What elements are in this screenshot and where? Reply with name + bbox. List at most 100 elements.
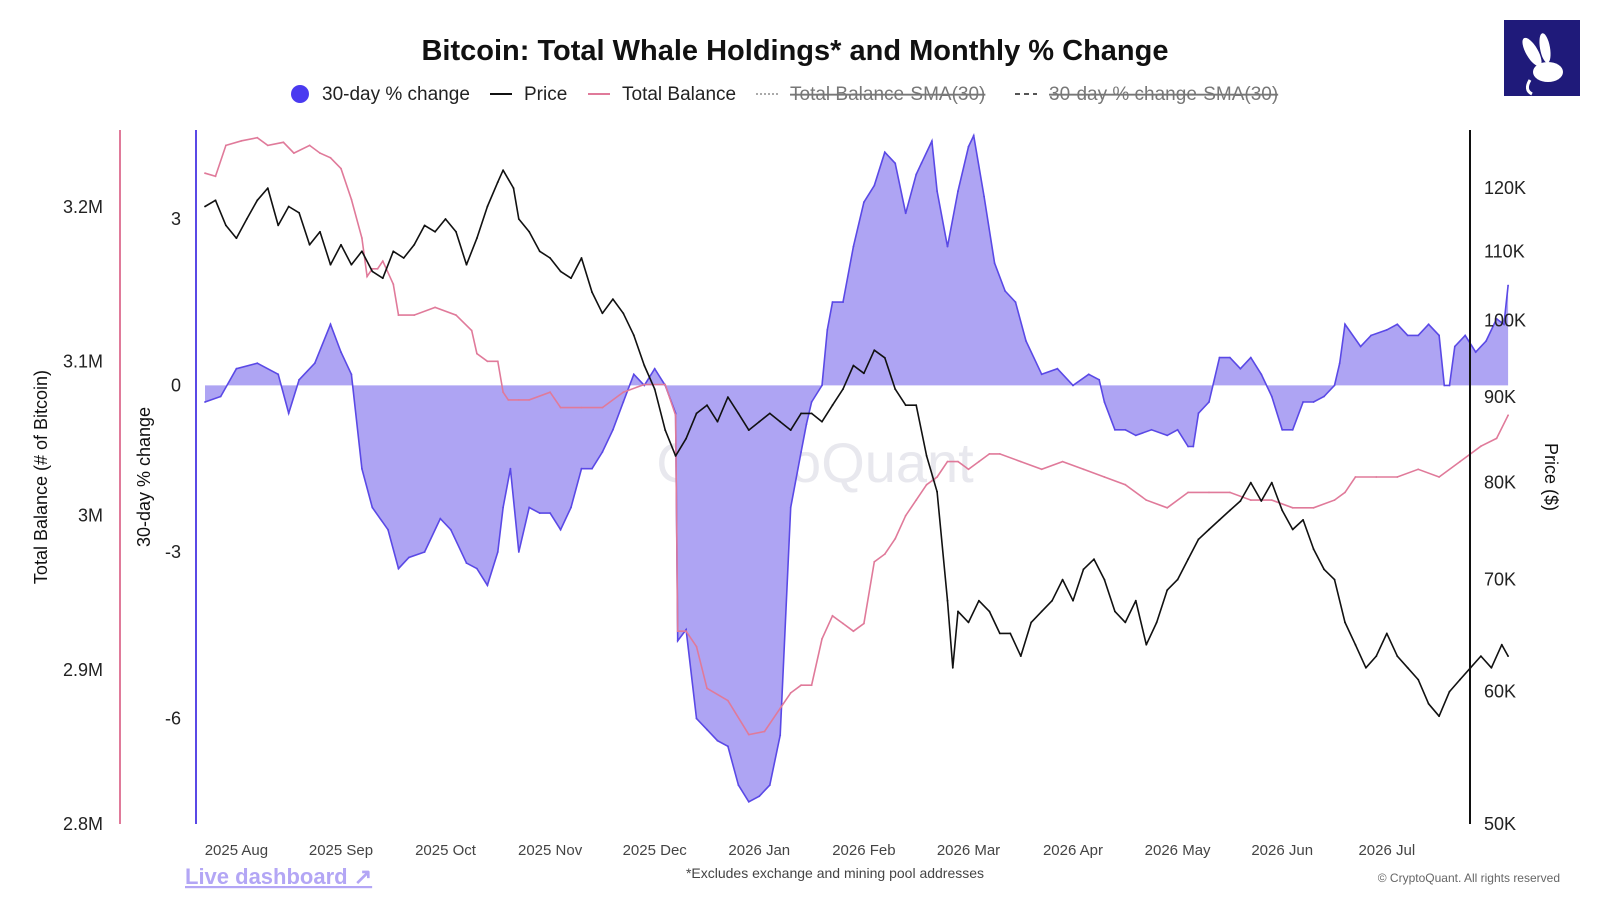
total-balance-point-17 (381, 260, 384, 262)
price-point-22 (434, 230, 436, 233)
total-balance-point-79 (1249, 499, 1252, 501)
price-point-94 (1166, 589, 1169, 591)
legend: 30-day % change Price Total Balance Total B… (291, 84, 1278, 105)
total-balance-point-74 (1145, 499, 1148, 501)
total-balance-point-12 (350, 198, 353, 201)
legend-item-3[interactable]: Total Balance-SMA(30) (756, 84, 985, 105)
price-point-80 (1019, 655, 1022, 657)
total-balance-point-0 (204, 172, 206, 175)
legend-item-2[interactable]: Total Balance (588, 84, 736, 105)
price-point-62 (842, 388, 844, 390)
price-point-109 (1323, 568, 1325, 571)
legend-label: Total Balance (622, 84, 736, 105)
pct-axis-title: 30-day % change (134, 407, 154, 547)
pct-change-fill (205, 135, 1509, 802)
legend-item-4[interactable]: 30-day % change-SMA(30) (1015, 84, 1278, 105)
price-point-74 (957, 610, 959, 613)
total-balance-point-83 (1333, 499, 1336, 501)
total-balance-point-8 (308, 144, 311, 147)
pct-change-point-120 (1464, 334, 1467, 337)
pct-change-point-36 (632, 373, 635, 376)
price-point-50 (716, 420, 719, 423)
price-point-63 (852, 364, 855, 367)
pct-change-point-14 (397, 567, 400, 570)
pct-change-point-32 (591, 467, 593, 470)
total-balance-point-36 (643, 383, 646, 386)
price-point-44 (653, 388, 656, 390)
total-balance-point-61 (936, 476, 938, 478)
total-balance-point-26 (496, 360, 499, 363)
price-point-77 (988, 610, 991, 613)
total-balance-point-11 (340, 167, 342, 170)
total-balance-point-6 (282, 141, 285, 144)
live-dashboard-link[interactable]: Live dashboard ↗ (185, 864, 372, 889)
pct-change-point-20 (476, 567, 478, 570)
pct-change-point-79 (1040, 373, 1043, 376)
price-point-12 (329, 263, 332, 266)
price-point-23 (444, 218, 447, 220)
total-balance-point-91 (1480, 445, 1482, 448)
price-point-31 (517, 218, 520, 220)
total-balance-point-73 (1124, 483, 1127, 486)
price-point-20 (413, 243, 416, 246)
logo (1504, 20, 1580, 96)
pct-change-point-121 (1474, 351, 1477, 353)
total-balance-point-59 (915, 499, 918, 501)
price-point-39 (601, 312, 604, 315)
price-point-111 (1344, 621, 1346, 624)
pct-change-point-7 (313, 362, 316, 365)
total-balance-point-49 (810, 684, 813, 687)
price-point-104 (1270, 481, 1273, 484)
total-balance-point-25 (486, 360, 489, 363)
total-balance-point-54 (863, 622, 865, 625)
total-balance-point-67 (998, 453, 1001, 455)
legend-item-0[interactable]: 30-day % change (291, 84, 470, 105)
total-balance-point-52 (842, 622, 844, 625)
total-balance-point-85 (1354, 476, 1357, 478)
pct-change-point-31 (580, 467, 583, 470)
price-point-92 (1145, 643, 1148, 646)
x-tick-label: 2026 May (1145, 842, 1211, 859)
x-tick-label: 2026 Jan (728, 842, 790, 859)
price-point-89 (1114, 610, 1116, 613)
price-point-98 (1208, 528, 1210, 531)
price-point-15 (361, 250, 363, 253)
price-point-120 (1438, 715, 1440, 718)
price-point-2 (225, 224, 227, 227)
price-point-84 (1061, 578, 1064, 581)
pct-change-point-87 (1134, 434, 1137, 437)
legend-item-1[interactable]: Price (490, 84, 567, 105)
pct-change-point-81 (1072, 384, 1074, 387)
pct-change-point-65 (904, 212, 907, 215)
total-balance-point-84 (1344, 491, 1346, 494)
total-balance-point-23 (470, 329, 473, 332)
pct-change-point-100 (1270, 395, 1273, 398)
pct-change-area (204, 132, 1509, 803)
pct-change-point-16 (423, 551, 426, 553)
pct-change-point-30 (570, 506, 572, 509)
total-balance-point-65 (978, 460, 980, 463)
price-point-96 (1187, 558, 1189, 561)
total-balance-point-53 (852, 630, 855, 633)
pct-change-point-46 (727, 745, 729, 748)
x-tick-label: 2025 Oct (415, 842, 477, 859)
pct-change-point-18 (449, 528, 452, 531)
rabbit-icon (1522, 33, 1563, 96)
pct-change-point-48 (747, 800, 750, 803)
total-balance-point-90 (1459, 460, 1461, 463)
price-point-76 (978, 599, 980, 602)
pct-change-point-22 (496, 551, 499, 553)
pct-change-point-84 (1103, 401, 1106, 403)
total-balance-point-18 (392, 283, 395, 286)
pct-change-point-90 (1176, 428, 1179, 431)
pct-change-point-23 (502, 506, 504, 509)
total-balance-point-64 (967, 468, 970, 471)
pct-change-point-19 (465, 562, 468, 564)
price-point-56 (779, 420, 782, 423)
price-point-90 (1124, 621, 1127, 624)
price-point-108 (1312, 548, 1315, 550)
pct-change-point-97 (1239, 367, 1242, 370)
price-point-114 (1375, 655, 1378, 657)
pct-change-point-85 (1114, 428, 1116, 431)
pct-change-point-1 (219, 395, 222, 398)
